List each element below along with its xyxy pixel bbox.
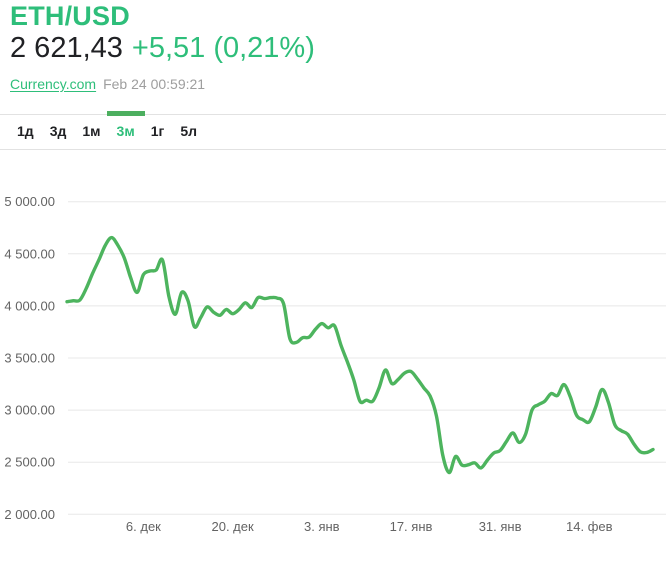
y-axis-tick-label: 5 000.00: [4, 194, 55, 209]
instrument-title: ETH/USD: [10, 1, 130, 31]
source-link[interactable]: Currency.com: [10, 76, 97, 92]
x-axis-tick-label: 17. янв: [390, 519, 433, 534]
x-axis-tick-label: 6. дек: [126, 519, 161, 534]
y-axis-tick-label: 4 500.00: [4, 246, 55, 261]
tab-3d-label: 3д: [49, 123, 67, 139]
current-price: 2 621,43: [10, 32, 123, 64]
y-axis-tick-label: 4 000.00: [4, 298, 55, 313]
tab-1y-label: 1г: [150, 123, 165, 139]
y-axis-tick-label: 2 000.00: [4, 507, 55, 522]
price-chart[interactable]: 5 000.00 4 500.00 4 000.00 3 500.00 3 000.00…: [0, 190, 672, 563]
price-row: 2 621,43 +5,51 (0,21%): [10, 31, 315, 65]
x-axis-labels: 6. дек 20. дек 3. янв 17. янв 31. янв 14. фев: [126, 519, 613, 534]
price-line: [65, 235, 655, 475]
tab-5y-label: 5л: [180, 123, 197, 139]
range-tabs: 1д 3д 1м 3м 1г 5л: [0, 111, 666, 150]
price-change: +5,51 (0,21%): [131, 32, 315, 64]
x-axis-tick-label: 20. дек: [212, 519, 254, 534]
quote-timestamp: Feb 24 00:59:21: [103, 76, 206, 92]
tab-3m[interactable]: 3м: [106, 111, 145, 149]
price-chart-svg: 5 000.00 4 500.00 4 000.00 3 500.00 3 000.00…: [4, 194, 666, 534]
x-axis-tick-label: 14. фев: [566, 519, 613, 534]
tab-3m-label: 3м: [116, 123, 135, 139]
tab-1m-label: 1м: [82, 123, 101, 139]
tab-5y[interactable]: 5л: [172, 115, 205, 149]
tab-1m[interactable]: 1м: [74, 115, 108, 149]
gridlines: [68, 201, 666, 515]
tab-1y[interactable]: 1г: [143, 115, 173, 149]
tab-1d[interactable]: 1д: [9, 115, 42, 149]
x-axis-tick-label: 3. янв: [304, 519, 340, 534]
y-axis-tick-label: 3 500.00: [4, 351, 55, 366]
tab-3d[interactable]: 3д: [42, 115, 75, 149]
y-axis-tick-label: 2 500.00: [4, 455, 55, 470]
active-tab-indicator: [106, 111, 145, 116]
y-axis-tick-label: 3 000.00: [4, 403, 55, 418]
source-row: Currency.com Feb 24 00:59:21: [10, 75, 205, 94]
tab-1d-label: 1д: [17, 123, 34, 139]
x-axis-tick-label: 31. янв: [479, 519, 522, 534]
y-axis-labels: 5 000.00 4 500.00 4 000.00 3 500.00 3 000.00…: [4, 194, 55, 522]
